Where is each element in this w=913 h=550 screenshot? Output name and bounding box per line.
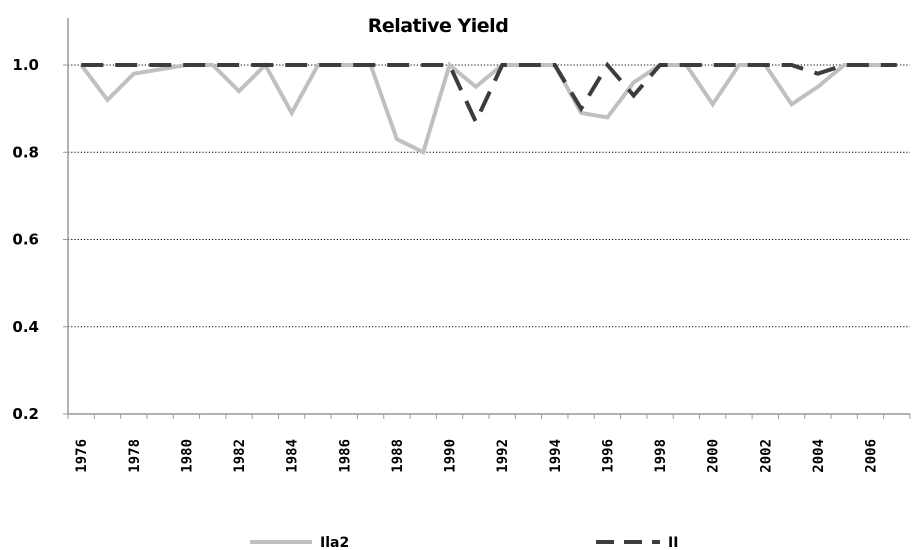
x-tick-label: 1988 bbox=[390, 439, 406, 473]
legend-label-1: Ila2 bbox=[320, 535, 349, 550]
x-tick-label: 1978 bbox=[127, 439, 143, 473]
axes bbox=[63, 18, 911, 419]
legend: Ila2 II bbox=[250, 535, 678, 550]
y-tick-label: 1.0 bbox=[12, 56, 39, 74]
chart-title: Relative Yield bbox=[368, 15, 509, 37]
series-lines bbox=[79, 61, 897, 156]
x-tick-label: 1976 bbox=[74, 439, 90, 473]
y-tick-label: 0.8 bbox=[12, 143, 39, 161]
x-tick-label: 2004 bbox=[811, 439, 827, 473]
x-tick-label: 2002 bbox=[758, 439, 774, 473]
x-tick-label: 1984 bbox=[285, 439, 301, 473]
gridlines bbox=[68, 64, 910, 328]
series-line-2 bbox=[81, 61, 897, 127]
x-tick-label: 1982 bbox=[232, 439, 248, 473]
x-tick-label: 1996 bbox=[600, 439, 616, 473]
x-tick-label: 2006 bbox=[864, 439, 880, 473]
x-tick-label: 2000 bbox=[706, 439, 722, 473]
y-tick-label: 0.2 bbox=[12, 405, 39, 423]
x-tick-label: 1980 bbox=[179, 439, 195, 473]
y-tick-labels: 0.2 0.4 0.6 0.8 1.0 bbox=[12, 56, 39, 423]
x-tick-label: 1986 bbox=[337, 439, 353, 473]
x-tick-label: 1998 bbox=[653, 439, 669, 473]
y-tick-label: 0.4 bbox=[12, 318, 39, 336]
x-tick-label: 1994 bbox=[548, 439, 564, 473]
x-tick-label: 1990 bbox=[443, 439, 459, 473]
legend-label-2: II bbox=[668, 535, 678, 550]
y-tick-label: 0.6 bbox=[12, 231, 39, 249]
x-tick-label: 1992 bbox=[495, 439, 511, 473]
series-line-1 bbox=[79, 61, 897, 156]
x-tick-labels: 1976 1978 1980 1982 1984 1986 1988 1990 1992 1994… bbox=[74, 439, 879, 473]
